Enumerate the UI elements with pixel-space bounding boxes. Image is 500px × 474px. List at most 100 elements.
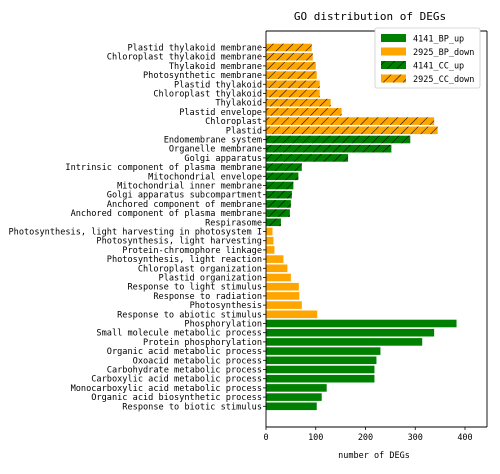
- category-label: Organic acid biosynthetic process: [91, 393, 262, 403]
- bar-33: [266, 338, 423, 346]
- bar-26: [266, 273, 291, 282]
- x-tick-label: 0: [263, 433, 268, 443]
- chart-title: GO distribution of DEGs: [294, 10, 446, 23]
- bar-22: [266, 236, 274, 245]
- legend-label: 4141_BP_up: [413, 35, 464, 45]
- bar-9: [266, 117, 435, 125]
- bar-2: [266, 52, 313, 61]
- bar-38: [266, 384, 327, 392]
- category-label: Photosynthesis, light harvesting in phot…: [8, 228, 262, 238]
- category-label: Photosynthesis, light reaction: [107, 255, 262, 265]
- bar-28: [266, 292, 300, 300]
- category-label: Anchored component of plasma membrane: [71, 209, 262, 219]
- category-label: Monocarboxylic acid metabolic process: [71, 384, 262, 394]
- bar-16: [266, 181, 294, 190]
- bar-25: [266, 264, 288, 273]
- category-label: Plastid envelope: [179, 108, 262, 118]
- category-label: Response to abiotic stimulus: [117, 310, 262, 320]
- legend-swatch: [381, 34, 406, 42]
- category-label: Plastid organization: [159, 274, 262, 284]
- category-label: Response to light stimulus: [127, 283, 262, 293]
- bar-37: [266, 374, 375, 383]
- bar-39: [266, 393, 322, 401]
- x-axis-label: number of DEGs: [338, 451, 410, 461]
- legend-item: 4141_CC_up: [381, 61, 464, 72]
- bars-layer: [266, 43, 457, 411]
- bar-4: [266, 71, 317, 79]
- category-label: Photosynthetic membrane: [143, 71, 262, 81]
- bar-10: [266, 126, 438, 135]
- legend-label: 2925_CC_down: [413, 75, 474, 85]
- category-label: Protein phosphorylation: [143, 338, 262, 348]
- bar-7: [266, 98, 331, 107]
- category-label: Mitochondrial inner membrane: [117, 182, 262, 192]
- category-label: Thylakoid membrane: [169, 62, 262, 72]
- category-label: Carbohydrate metabolic process: [107, 366, 262, 376]
- category-label: Photosynthesis: [190, 301, 262, 311]
- category-label: Carboxylic acid metabolic process: [91, 375, 262, 385]
- bar-14: [266, 163, 302, 171]
- bar-3: [266, 62, 316, 70]
- category-label: Oxoacid metabolic process: [133, 356, 262, 366]
- bar-40: [266, 402, 317, 411]
- category-label: Anchored component of membrane: [107, 200, 262, 210]
- category-label: Chloroplast thylakoid: [153, 90, 262, 100]
- bar-35: [266, 356, 377, 365]
- bar-12: [266, 144, 392, 153]
- bar-18: [266, 200, 291, 208]
- x-tick-label: 100: [308, 433, 323, 443]
- bar-13: [266, 154, 349, 162]
- bar-24: [266, 255, 284, 263]
- bar-27: [266, 282, 299, 291]
- category-label: Golgi apparatus: [184, 154, 262, 164]
- x-tick-label: 300: [408, 433, 423, 443]
- category-label: Respirasome: [205, 218, 262, 228]
- x-ticks: 0 100 200 300 400: [263, 427, 473, 443]
- category-label: Protein-chromophore linkage: [122, 246, 262, 256]
- category-label: Thylakoid: [215, 99, 262, 109]
- category-label: Mitochondrial envelope: [148, 172, 262, 182]
- category-label: Small molecule metabolic process: [96, 329, 262, 339]
- legend-item: 4141_BP_up: [381, 34, 464, 45]
- bar-21: [266, 227, 273, 236]
- bar-31: [266, 319, 457, 328]
- category-label: Plastid thylakoid: [174, 80, 262, 90]
- category-label: Organic acid metabolic process: [107, 347, 262, 357]
- bar-15: [266, 172, 299, 181]
- category-label: Chloroplast: [205, 117, 262, 127]
- bar-30: [266, 310, 318, 319]
- category-label: Golgi apparatus subcompartment: [107, 191, 262, 201]
- legend-swatch: [381, 47, 406, 56]
- bar-6: [266, 89, 320, 98]
- x-tick-label: 200: [358, 433, 373, 443]
- legend: 4141_BP_up 2925_BP_down 4141_CC_up 2925_CC_…: [374, 27, 481, 89]
- legend-box: [374, 27, 481, 89]
- category-label: Plastid thylakoid membrane: [127, 44, 262, 54]
- bar-29: [266, 301, 302, 309]
- bar-36: [266, 365, 375, 374]
- category-label: Plastid: [226, 126, 262, 136]
- bar-20: [266, 218, 281, 227]
- bar-19: [266, 209, 290, 217]
- legend-label: 2925_BP_down: [413, 48, 474, 58]
- category-label: Endomembrane system: [164, 136, 262, 146]
- legend-label: 4141_CC_up: [413, 62, 464, 72]
- category-label: Photosynthesis, light harvesting: [96, 237, 262, 247]
- category-label: Response to biotic stimulus: [122, 402, 262, 412]
- legend-item: 2925_BP_down: [381, 47, 474, 58]
- category-label: Chloroplast organization: [138, 264, 262, 274]
- bar-1: [266, 43, 312, 52]
- bar-23: [266, 246, 275, 254]
- category-label: Intrinsic component of plasma membrane: [65, 163, 262, 173]
- category-label: Chloroplast thylakoid membrane: [107, 53, 262, 63]
- bar-11: [266, 135, 411, 144]
- category-label: Organelle membrane: [169, 145, 262, 155]
- category-label: Phosphorylation: [184, 320, 262, 330]
- category-label: Response to radiation: [153, 292, 262, 302]
- bar-32: [266, 328, 435, 337]
- bar-5: [266, 80, 320, 89]
- legend-item: 2925_CC_down: [381, 74, 474, 85]
